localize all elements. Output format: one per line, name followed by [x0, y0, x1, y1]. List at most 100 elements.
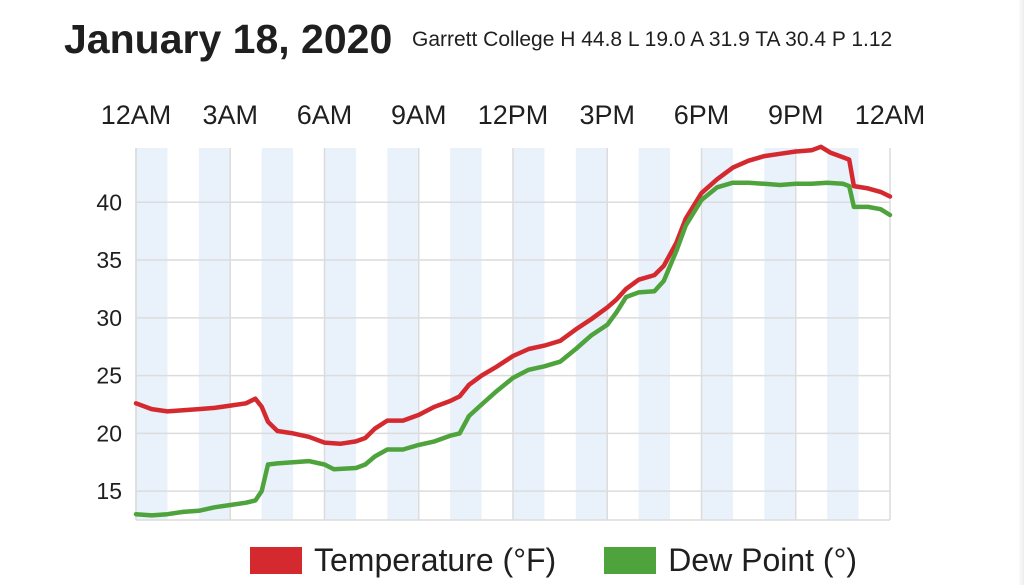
temperature-f-point — [212, 406, 217, 410]
dew-point-point — [275, 461, 279, 465]
dew-point-point — [332, 467, 336, 471]
dew-point-point — [558, 360, 562, 364]
dew-point-point — [448, 434, 452, 438]
hour-band — [261, 148, 294, 520]
temperature-f-point — [852, 184, 856, 188]
legend-label-dew-point: Dew Point (°) — [668, 541, 858, 578]
temperature-f-point — [363, 436, 367, 440]
temperature-f-point — [624, 287, 628, 291]
temperature-f-point — [467, 383, 471, 387]
temperature-f-point — [495, 364, 499, 368]
temperature-f-point — [699, 191, 704, 195]
temperature-f-point — [762, 154, 766, 158]
temperature-f-point — [401, 419, 405, 423]
dew-point-point — [165, 512, 170, 516]
legend-item-dew-point[interactable]: Dew Point (°) — [604, 542, 857, 579]
temperature-f-point — [652, 273, 656, 277]
temperature-f-point — [253, 397, 257, 401]
temperature-f-point — [605, 305, 609, 310]
temperature-f-point — [307, 435, 311, 439]
temperature-f-point — [684, 216, 688, 221]
dew-point-point — [794, 182, 798, 186]
x-tick-label: 9PM — [768, 100, 824, 130]
dew-point-point — [266, 462, 270, 467]
dew-point-point — [150, 513, 154, 517]
x-tick-label: 3PM — [579, 100, 635, 130]
temperature-f-point — [511, 354, 515, 358]
dew-point-point — [841, 182, 845, 186]
legend-item-temperature[interactable]: Temperature (°F) — [250, 542, 556, 579]
hour-band — [324, 148, 356, 520]
dew-point-point — [354, 466, 358, 470]
temperature-f-point — [479, 373, 484, 378]
temperature-f-point — [866, 186, 870, 191]
x-tick-label: 12AM — [855, 100, 926, 130]
temperature-f-point — [228, 404, 232, 408]
dew-point-point — [417, 443, 421, 447]
temperature-f-point — [819, 145, 823, 149]
dew-point-point — [457, 431, 462, 435]
legend: Temperature (°F) Dew Point (°) — [250, 538, 905, 582]
temperature-f-point — [574, 327, 578, 331]
dew-point-point — [878, 207, 883, 211]
dew-point-point — [291, 460, 295, 464]
dew-point-point — [674, 249, 678, 253]
x-axis-ticks: 12AM 3AM 6AM 9AM 12PM 3PM 6PM 9PM 12AM — [101, 100, 926, 130]
hour-band — [136, 148, 168, 520]
dew-point-point — [244, 501, 248, 505]
dew-point-point — [747, 181, 751, 185]
dew-point-point — [589, 333, 594, 337]
dew-point-point — [212, 505, 217, 509]
dew-point-point — [134, 512, 138, 516]
y-tick-label: 20 — [96, 420, 122, 446]
dew-point-point — [401, 447, 405, 452]
temperature-f-point — [809, 148, 814, 152]
temperature-f-point — [615, 297, 619, 301]
temperature-f-point — [637, 278, 641, 282]
temperature-f-point — [266, 420, 270, 424]
y-tick-label: 40 — [96, 189, 122, 215]
temperature-swatch — [250, 546, 302, 574]
dew-point-point — [495, 389, 499, 393]
temperature-f-point — [888, 194, 892, 199]
station-summary: Garrett College H 44.8 L 19.0 A 31.9 TA … — [412, 28, 893, 51]
temperature-f-point — [385, 419, 389, 423]
temperature-f-point — [715, 177, 719, 181]
dew-point-point — [866, 205, 870, 209]
hour-band — [198, 148, 231, 520]
temperature-f-point — [527, 347, 531, 351]
time-bands — [136, 148, 859, 520]
temperature-f-point — [291, 431, 295, 435]
x-tick-label: 3AM — [202, 100, 258, 130]
dew-point-point — [731, 181, 735, 185]
dew-point-point — [809, 182, 814, 186]
dew-point-point — [479, 402, 484, 407]
dew-point-point — [624, 295, 628, 299]
x-tick-label: 12AM — [101, 100, 172, 130]
temperature-f-point — [150, 407, 154, 411]
temperature-f-point — [841, 155, 845, 159]
dew-point-point — [467, 414, 471, 418]
hour-band — [701, 148, 733, 520]
temperature-f-point — [847, 157, 851, 162]
temperature-f-point — [165, 409, 170, 414]
dew-point-point — [715, 185, 719, 189]
dew-point-point — [574, 347, 578, 351]
dew-point-point — [260, 489, 264, 493]
temperature-f-point — [354, 439, 358, 444]
temperature-f-point — [542, 343, 547, 348]
dew-point-point — [762, 182, 766, 186]
dew-point-point — [605, 323, 609, 327]
hour-band — [513, 148, 545, 520]
x-tick-label: 6PM — [674, 100, 730, 130]
temperature-f-point — [244, 401, 248, 405]
temperature-f-point — [338, 442, 342, 446]
temperature-f-point — [778, 152, 782, 156]
x-tick-label: 12PM — [478, 100, 549, 130]
y-tick-label: 25 — [96, 363, 122, 389]
temperature-f-point — [134, 401, 138, 405]
temperature-f-point — [747, 159, 751, 163]
hour-band — [387, 148, 419, 520]
series-lines — [133, 144, 893, 518]
